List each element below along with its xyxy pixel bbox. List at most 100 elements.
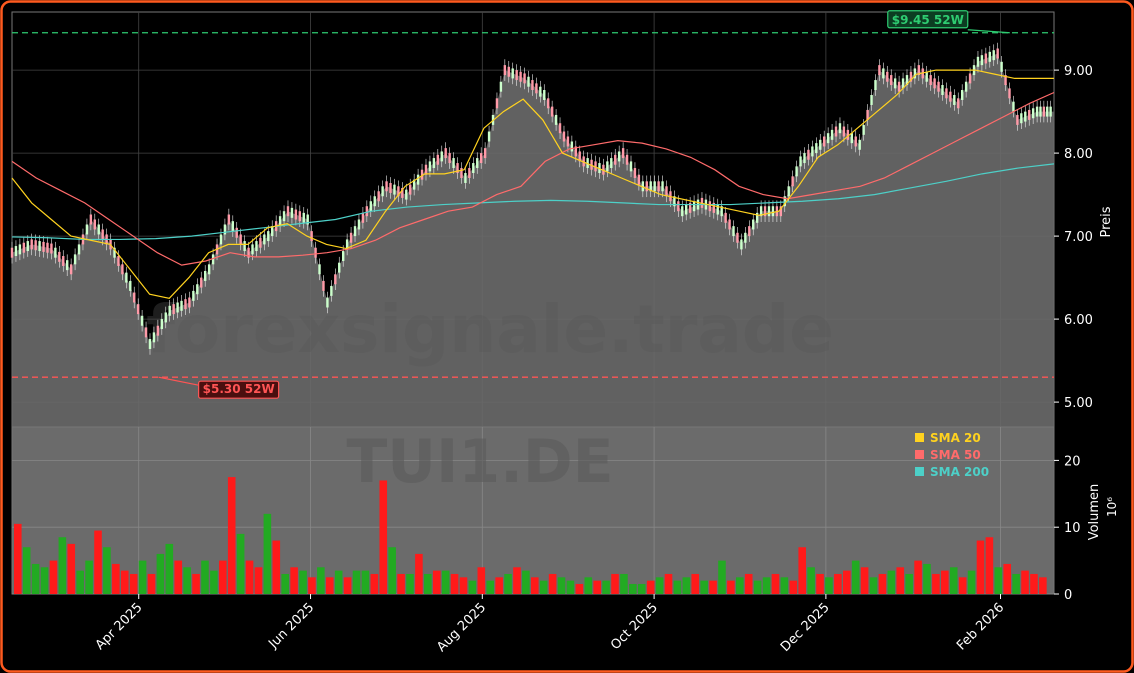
low-52w-annotation: $5.30 52W: [158, 376, 280, 399]
candle-body: [330, 285, 333, 296]
candle-body: [1042, 106, 1046, 117]
volume-bar: [548, 573, 557, 594]
candle-body: [247, 247, 250, 258]
volume-bar: [85, 560, 93, 594]
candle-body: [925, 71, 928, 82]
candle-body: [184, 299, 187, 310]
volume-bar: [531, 577, 539, 594]
candle-body: [499, 81, 503, 92]
volume-bar: [637, 583, 646, 594]
volume-bar: [49, 560, 58, 594]
price-tick-label: 5.00: [1064, 396, 1093, 411]
candle-body: [933, 78, 936, 89]
volume-bar: [94, 530, 102, 594]
candle-body: [428, 161, 432, 172]
candle-body: [452, 158, 455, 169]
volume-bar: [14, 523, 22, 594]
volume-bar: [76, 570, 84, 594]
candle-body: [192, 290, 195, 301]
candle-body: [535, 83, 538, 94]
legend-label-sma50: SMA 50: [930, 448, 981, 462]
volume-bar: [522, 570, 530, 594]
volume-bar: [112, 563, 120, 594]
candle-body: [140, 315, 144, 326]
volume-bar: [281, 573, 289, 594]
volume-bar: [780, 577, 789, 594]
candle-body: [26, 241, 29, 252]
candle-body: [858, 139, 861, 150]
candle-body: [22, 242, 26, 253]
candle-body: [401, 187, 404, 198]
volume-bar: [67, 543, 76, 594]
volume-bar: [842, 570, 851, 594]
candle-body: [416, 174, 420, 185]
volume-bar: [504, 573, 512, 594]
candle-body: [791, 176, 794, 187]
volume-bar: [325, 577, 334, 594]
candle-body: [594, 161, 597, 172]
volume-bar: [227, 477, 236, 594]
volume-panel: TUI1.DE SMA 20 SMA 50 SMA 200 0 10 20 Volu…: [11, 426, 1119, 603]
candle-body: [89, 214, 93, 225]
volume-bar: [210, 570, 218, 594]
candle-body: [673, 196, 676, 207]
volume-bar: [441, 570, 450, 594]
candle-body: [10, 247, 14, 258]
volume-bar: [753, 580, 762, 594]
candle-body: [945, 88, 948, 99]
candle-body: [736, 232, 739, 243]
volume-bar: [361, 570, 370, 594]
candle-body: [937, 81, 940, 92]
candle-body: [46, 242, 49, 253]
candle-body: [349, 232, 353, 243]
volume-bar: [495, 577, 503, 594]
candle-body: [369, 201, 372, 212]
candle-body: [917, 65, 921, 76]
candle-body: [310, 231, 313, 242]
candle-body: [14, 246, 18, 257]
volume-bar: [352, 570, 361, 594]
candle-body: [759, 206, 763, 217]
volume-unit-label: 10⁶: [1105, 497, 1119, 517]
price-y-ticks: 5.00 6.00 7.00 8.00 9.00: [1054, 64, 1093, 411]
candle-body: [515, 70, 518, 81]
candle-body: [282, 211, 286, 222]
candle-body: [1020, 113, 1023, 124]
volume-bar: [156, 553, 165, 594]
volume-plot-area: [11, 426, 1055, 595]
candle-body: [424, 164, 428, 175]
candle-body: [976, 56, 980, 67]
candle-body: [290, 207, 294, 218]
sma50-line: [11, 91, 1055, 266]
candle-body: [1035, 106, 1039, 117]
volume-bar: [406, 573, 414, 594]
candle-body: [405, 189, 408, 200]
candle-body: [941, 85, 944, 95]
candle-body: [558, 123, 562, 134]
candle-body: [357, 219, 361, 230]
high-52w-arrow: [967, 29, 1010, 34]
candle-body: [188, 297, 191, 308]
candle-body: [779, 206, 783, 217]
candle-body: [523, 73, 526, 84]
candle-body: [550, 106, 554, 117]
volume-bar: [486, 580, 495, 594]
volume-bar: [138, 560, 147, 594]
volume-bar: [432, 570, 441, 594]
candle-body: [728, 219, 731, 230]
candle-body: [483, 148, 487, 159]
candle-body: [377, 191, 380, 202]
candle-body: [763, 206, 767, 217]
candle-body: [732, 226, 735, 237]
volume-bar: [673, 580, 682, 594]
candle-body: [866, 109, 869, 120]
candle-body: [227, 214, 231, 225]
candle-body: [448, 153, 451, 164]
candle-body: [566, 136, 570, 147]
candle-body: [606, 161, 609, 172]
candle-body: [306, 214, 309, 225]
candle-body: [949, 91, 952, 102]
candle-body: [345, 239, 349, 250]
candle-body: [353, 226, 357, 237]
